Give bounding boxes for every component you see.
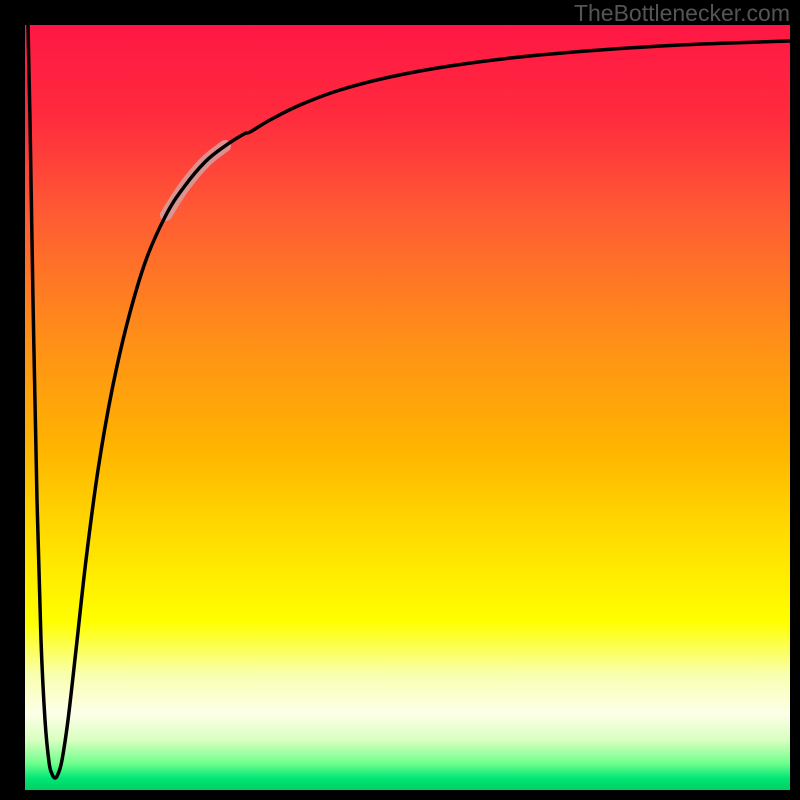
plot-background xyxy=(25,25,790,790)
chart-svg xyxy=(0,0,800,800)
chart-container: TheBottlenecker.com xyxy=(0,0,800,800)
attribution-text: TheBottlenecker.com xyxy=(574,0,790,27)
